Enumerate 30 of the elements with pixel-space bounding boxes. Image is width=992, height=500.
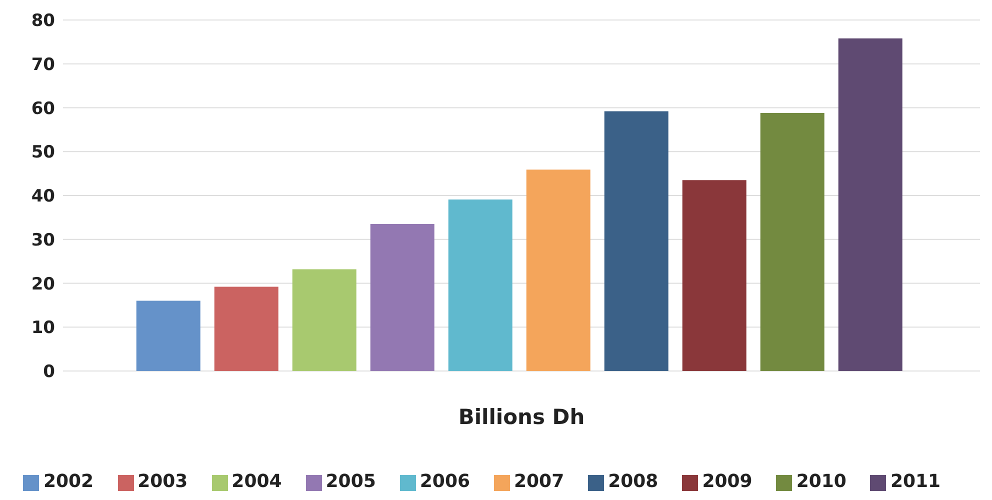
bar xyxy=(214,286,278,371)
y-tick-label: 60 xyxy=(31,98,56,119)
y-tick-label: 70 xyxy=(31,54,56,75)
bar xyxy=(370,224,434,371)
y-tick-label: 50 xyxy=(31,142,56,163)
legend-label: 2007 xyxy=(514,471,564,492)
y-tick-label: 80 xyxy=(31,11,56,32)
y-tick-label: 20 xyxy=(31,274,56,294)
bar xyxy=(838,38,902,371)
y-tick-label: 10 xyxy=(31,318,56,338)
bar xyxy=(604,111,668,371)
y-tick-label: 0 xyxy=(43,362,56,382)
legend-label: 2010 xyxy=(796,471,846,492)
y-tick-label: 30 xyxy=(31,230,56,250)
legend-label: 2006 xyxy=(420,471,470,492)
bar xyxy=(682,180,746,371)
legend-label: 2004 xyxy=(232,471,282,492)
legend-label: 2003 xyxy=(138,471,188,492)
bar xyxy=(136,300,200,371)
bar xyxy=(760,113,824,371)
legend-label: 2009 xyxy=(702,471,752,492)
bar xyxy=(526,170,590,371)
legend-label: 2005 xyxy=(326,471,376,492)
x-axis-title: Billions Dh xyxy=(458,404,585,429)
legend-label: 2008 xyxy=(608,471,658,492)
legend-label: 2002 xyxy=(43,471,94,492)
bar xyxy=(448,199,512,371)
legend-label: 2011 xyxy=(890,471,941,492)
y-tick-label: 40 xyxy=(31,186,56,207)
bar xyxy=(292,269,356,371)
